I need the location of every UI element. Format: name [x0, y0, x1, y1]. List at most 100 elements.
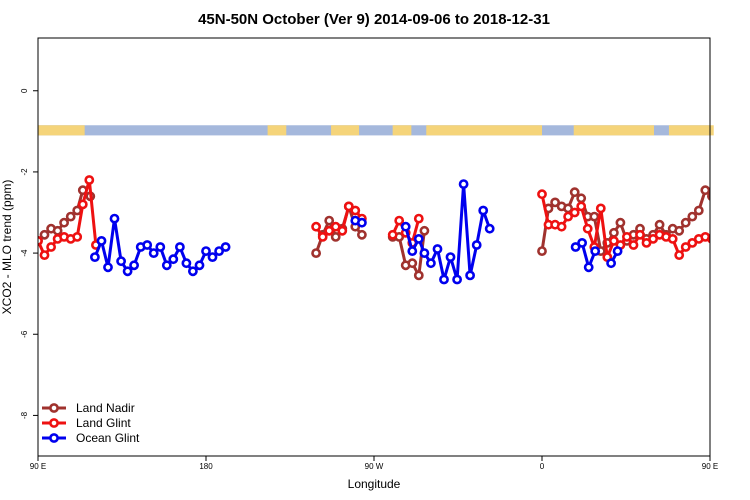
series-2-point-0-20: [220, 242, 231, 252]
y-tick-label-0: 0: [20, 88, 29, 93]
series-0-point-1-2: [324, 215, 335, 226]
series-1-point-3-17: [648, 233, 658, 244]
series-0-point-1-0: [311, 248, 321, 258]
map-land-4: [426, 125, 542, 136]
series-2-point-2-2: [413, 233, 424, 244]
series-2-point-0-0: [90, 252, 100, 262]
series-0-point-2-3: [407, 258, 418, 269]
series-0-point-2-4: [413, 270, 424, 281]
y-axis-ticks: 0 -2 -4 -6 -8: [20, 88, 38, 419]
series-1-point-2-1: [394, 215, 405, 226]
series-0-point-3-8: [589, 211, 600, 222]
series-1-point-0-1: [39, 250, 50, 260]
series-2-point-5-1: [722, 237, 729, 244]
series-1-point-3-16: [641, 237, 652, 248]
legend-label-0: Land Nadir: [76, 401, 135, 415]
series-1-point-3-9: [595, 203, 606, 214]
series-1-point-3-21: [674, 250, 685, 260]
series-2-point-3-3: [590, 246, 601, 256]
map-strip: [38, 125, 714, 136]
series-1-point-1-1: [317, 231, 328, 242]
series-2-point-2-4: [425, 258, 436, 269]
series-1-point-0-8: [84, 175, 95, 185]
y-tick-label-3: -6: [20, 330, 29, 338]
series-2-point-0-2: [103, 262, 113, 273]
map-land-3: [392, 125, 412, 136]
series-2-point-0-8: [142, 240, 153, 250]
series-0-point-0-1: [39, 229, 50, 240]
y-axis-label: XCO2 - MLO trend (ppm): [0, 180, 14, 315]
map-land-5: [573, 125, 654, 136]
series-2-point-0-18: [207, 252, 218, 262]
x-tick-label-1: 180: [199, 462, 213, 471]
series-2-point-2-11: [471, 240, 482, 250]
map-ocean: [38, 125, 710, 136]
series-2-point-0-16: [194, 260, 205, 271]
series-1-point-2-0: [387, 229, 398, 240]
series-2-point-0-14: [181, 258, 192, 269]
legend-marker-1: [49, 418, 59, 428]
series-2-point-2-7: [445, 252, 456, 262]
series-1-point-3-26: [707, 234, 710, 244]
series-2-point-2-8: [452, 274, 462, 285]
series-0-point-3-26: [707, 191, 710, 201]
series-2-point-2-12: [478, 205, 489, 216]
series-0-point-0-3: [52, 225, 63, 236]
series-2-point-2-0: [400, 221, 411, 232]
series-0-point-3-2: [550, 197, 560, 208]
series-2-line-2: [404, 182, 492, 281]
series-1-point-0-7: [77, 199, 88, 210]
plot-frame: [37, 37, 711, 457]
map-land-0: [38, 125, 85, 136]
series-1-point-1-0: [311, 221, 321, 232]
series-1-point-3-11: [609, 235, 619, 246]
y-tick-label-1: -2: [20, 168, 29, 176]
series-0-point-3-18: [654, 219, 665, 230]
map-land-2: [331, 125, 360, 136]
series-1-point-3-29: [728, 176, 735, 183]
series-2-point-0-11: [161, 260, 172, 271]
series-2-point-2-10: [465, 270, 475, 281]
series-0-point-3-23: [687, 211, 698, 222]
series-2-point-2-13: [484, 223, 495, 234]
series-0-point-0-5: [65, 211, 76, 222]
series-2-point-0-13: [174, 242, 185, 252]
series-2-point-5-0: [716, 254, 723, 261]
series-2-point-0-6: [129, 260, 139, 271]
series-1-point-3-23: [687, 237, 698, 248]
series-1-point-3-20: [667, 233, 678, 244]
series-0-point-3-11: [609, 227, 619, 238]
series-2-point-0-19: [214, 246, 224, 256]
series-2-point-3-1: [577, 237, 587, 248]
map-land-1: [267, 125, 287, 136]
series-1-point-1-5: [343, 201, 354, 212]
series-1-point-3-5: [569, 207, 580, 218]
series-0-point-1-3: [330, 231, 341, 242]
series-2-point-0-1: [96, 235, 107, 246]
series-1-point-3-13: [622, 231, 632, 242]
series-0-point-1-7: [356, 229, 367, 240]
series-1-point-1-3: [330, 221, 341, 232]
series-1-point-3-6: [576, 201, 587, 212]
series-0-point-3-12: [615, 217, 626, 228]
series-1-point-3-3: [556, 221, 567, 232]
series-1-point-2-4: [413, 213, 424, 224]
legend-label-1: Land Glint: [76, 416, 131, 430]
series-0-point-3-21: [674, 225, 685, 236]
series-2-point-3-0: [570, 242, 581, 252]
series-2-point-0-5: [122, 266, 133, 277]
series-2-point-5-3: [735, 215, 742, 222]
series-2-point-0-9: [148, 248, 159, 258]
series-2-point-5-2: [729, 264, 736, 271]
series-2-point-2-5: [432, 244, 443, 254]
series-0-point-2-5: [419, 225, 430, 236]
series-2-point-0-4: [116, 256, 126, 267]
series-1-point-3-22: [680, 242, 691, 252]
series-2: [90, 179, 742, 285]
series-1-point-3-27: [715, 231, 722, 238]
x-tick-label-3: 0: [540, 462, 545, 471]
series-2-point-0-10: [155, 242, 166, 252]
legend-label-2: Ocean Glint: [76, 431, 140, 445]
